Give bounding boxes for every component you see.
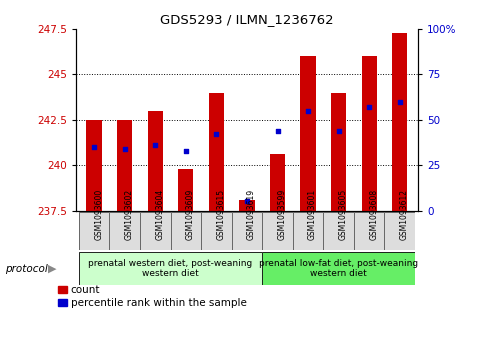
Text: GSM1093599: GSM1093599 [277,189,286,240]
Point [395,99,403,105]
Text: ▶: ▶ [48,264,57,274]
Bar [391,33,407,211]
Bar [208,93,224,211]
Bar [117,120,132,211]
Text: prenatal western diet, post-weaning
western diet: prenatal western diet, post-weaning west… [88,259,252,278]
Point [365,104,372,110]
Point [304,108,311,114]
Legend: count, percentile rank within the sample: count, percentile rank within the sample [54,281,250,313]
Text: GSM1093612: GSM1093612 [399,189,408,240]
Point [212,131,220,137]
Bar [147,111,163,211]
Bar [361,56,376,211]
Point [243,199,250,204]
Text: GSM1093619: GSM1093619 [246,189,255,240]
Bar [178,169,193,211]
Text: GSM1093615: GSM1093615 [216,189,225,240]
Point [90,144,98,150]
Text: protocol: protocol [5,264,47,274]
Bar [86,120,102,211]
Point [334,128,342,134]
Text: GSM1093601: GSM1093601 [307,189,316,240]
Text: GSM1093605: GSM1093605 [338,189,347,240]
Bar [300,56,315,211]
Text: GSM1093609: GSM1093609 [185,189,194,240]
Bar [239,200,254,211]
Point [273,128,281,134]
Text: GSM1093604: GSM1093604 [155,189,164,240]
Point [151,142,159,148]
Bar [269,154,285,211]
Point [121,146,128,152]
Title: GDS5293 / ILMN_1236762: GDS5293 / ILMN_1236762 [160,13,333,26]
Text: prenatal low-fat diet, post-weaning
western diet: prenatal low-fat diet, post-weaning west… [259,259,417,278]
Point [182,148,189,154]
Text: GSM1093608: GSM1093608 [368,189,377,240]
Bar [330,93,346,211]
Text: GSM1093602: GSM1093602 [124,189,133,240]
Text: GSM1093600: GSM1093600 [94,189,103,240]
